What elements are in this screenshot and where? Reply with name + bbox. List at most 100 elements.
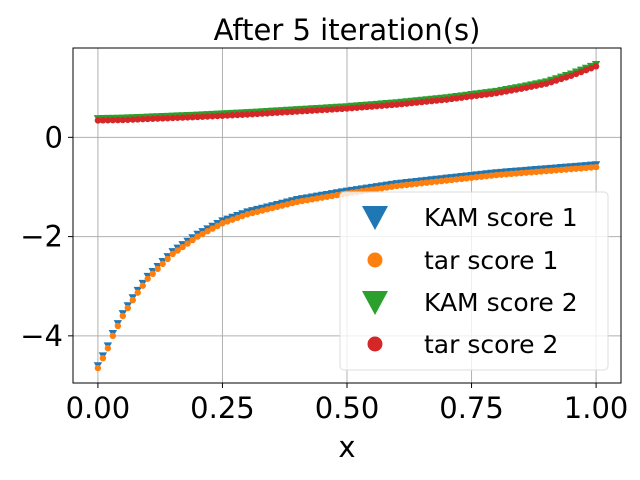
data-point: [398, 100, 405, 108]
data-point: [448, 176, 455, 184]
data-point: [179, 243, 186, 251]
data-point: [169, 250, 176, 258]
data-point: [558, 75, 565, 83]
data-point: [592, 63, 600, 70]
data-point: [259, 110, 266, 117]
data-point: [214, 222, 221, 230]
data-point: [119, 116, 127, 124]
data-point: [303, 107, 311, 115]
data-point: [179, 114, 186, 121]
data-point: [468, 93, 475, 100]
data-point: [493, 171, 500, 179]
data-point: [408, 99, 415, 107]
data-point: [279, 202, 286, 209]
data-point: [284, 108, 291, 116]
data-point: [533, 168, 540, 176]
data-point: [269, 109, 276, 117]
data-point: [224, 218, 231, 225]
data-point: [199, 230, 206, 238]
data-point: [513, 86, 520, 93]
data-point: [373, 102, 381, 110]
data-point: [144, 275, 151, 282]
data-point: [99, 354, 107, 362]
data-point: [269, 204, 276, 212]
data-point: [139, 282, 146, 289]
data-point: [124, 304, 131, 312]
data-point: [498, 89, 505, 96]
x-tick-label: 0.00: [66, 391, 131, 425]
data-point: [259, 207, 266, 214]
data-point: [194, 233, 201, 240]
data-point: [388, 101, 396, 109]
data-point: [503, 171, 510, 178]
data-point: [513, 170, 520, 177]
data-point: [453, 95, 460, 102]
data-point: [408, 181, 415, 188]
data-point: [279, 109, 286, 116]
data-point: [333, 191, 341, 199]
data-point: [587, 65, 595, 72]
data-point: [254, 208, 261, 215]
data-point: [209, 113, 216, 120]
data-point: [443, 96, 450, 103]
data-point: [313, 107, 321, 114]
plot-area: [93, 61, 601, 372]
series-tar-score-1: [94, 163, 600, 372]
data-point: [328, 192, 336, 200]
data-point: [523, 84, 530, 91]
data-point: [184, 114, 191, 121]
data-point: [124, 116, 131, 123]
data-point: [563, 74, 570, 81]
data-point: [289, 108, 296, 116]
ticks: 0.00 0.25 0.50 0.75 1.00 0 −2 −4: [20, 120, 628, 425]
data-point: [94, 364, 102, 372]
data-point: [458, 94, 465, 101]
data-point: [368, 103, 376, 110]
data-point: [483, 91, 490, 98]
data-point: [109, 116, 117, 124]
data-point: [154, 115, 161, 122]
data-point: [114, 116, 122, 124]
data-point: [478, 173, 485, 180]
data-point: [194, 113, 201, 121]
data-point: [154, 265, 161, 273]
data-point: [353, 104, 361, 111]
data-point: [572, 70, 580, 78]
y-tick-label: −2: [20, 220, 63, 254]
data-point: [453, 176, 460, 183]
data-point: [508, 170, 515, 178]
data-point: [99, 117, 107, 124]
data-point: [448, 95, 455, 103]
data-point: [577, 68, 585, 76]
data-point: [393, 182, 401, 190]
data-point: [523, 169, 530, 176]
x-tick-label: 1.00: [564, 391, 629, 425]
data-point: [548, 167, 555, 174]
data-point: [298, 197, 306, 205]
data-point: [418, 180, 425, 187]
data-point: [239, 212, 246, 220]
data-point: [164, 114, 171, 122]
data-point: [323, 106, 331, 113]
data-point: [94, 117, 102, 124]
data-point: [563, 166, 570, 173]
data-point: [149, 115, 156, 122]
data-point: [498, 171, 505, 178]
legend-marker: [367, 252, 383, 268]
data-point: [577, 165, 585, 172]
data-point: [363, 103, 371, 111]
x-axis-label: x: [338, 430, 355, 464]
data-point: [184, 240, 191, 247]
data-point: [378, 185, 386, 192]
data-point: [543, 80, 550, 87]
data-point: [129, 296, 136, 304]
data-point: [249, 111, 256, 118]
data-point: [264, 206, 271, 213]
legend-label: KAM score 1: [424, 203, 578, 232]
data-point: [518, 85, 525, 92]
legend: KAM score 1 tar score 1 KAM score 2 tar sco…: [339, 191, 609, 371]
data-point: [313, 195, 321, 202]
data-point: [548, 78, 555, 86]
data-point: [553, 77, 560, 84]
legend-label: tar score 1: [424, 246, 558, 275]
